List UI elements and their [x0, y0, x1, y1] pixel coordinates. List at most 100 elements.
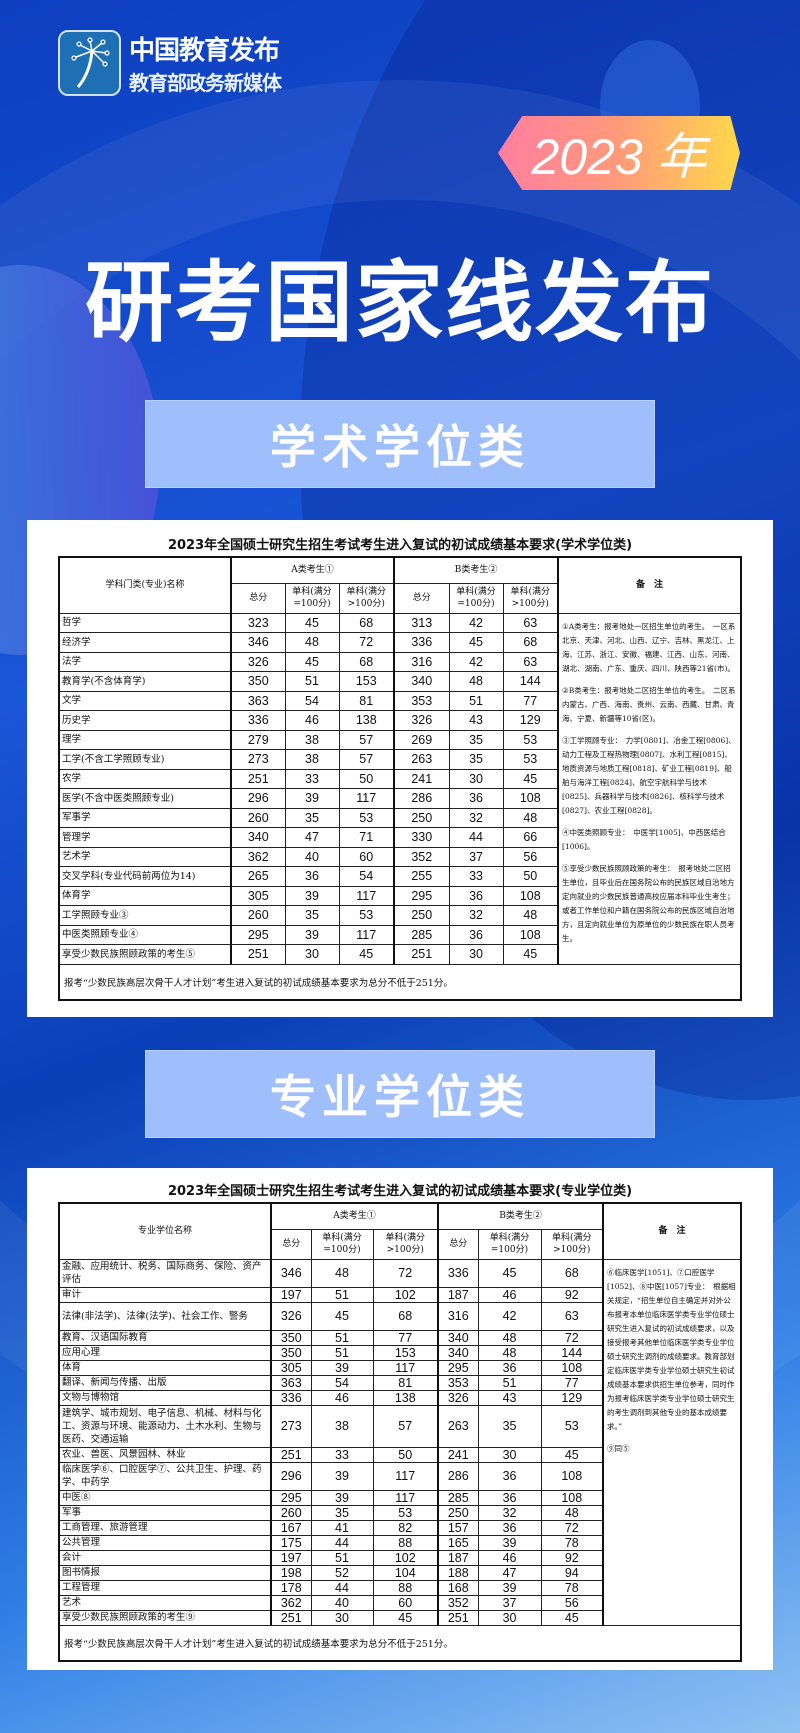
- notes-cell: ①A类考生：报考地处一区招生单位的考生。 一区系北京、天津、河北、山西、辽宁、吉…: [557, 612, 742, 965]
- score-cell: 326: [230, 651, 286, 672]
- score-cell: 326: [437, 1389, 479, 1406]
- row-name: 临床医学⑥、口腔医学⑦、公共卫生、护理、药学、中药学: [58, 1461, 272, 1491]
- note-item: ③工学照顾专业： 力学[0801]、冶金工程[0806]、动力工程及工程热物理[…: [562, 735, 736, 815]
- score-cell: 57: [372, 1404, 439, 1448]
- score-cell: 153: [372, 1344, 439, 1361]
- score-cell: 363: [230, 690, 286, 711]
- score-cell: 138: [372, 1389, 439, 1406]
- score-cell: 251: [230, 944, 286, 965]
- header-name: 学科门类(专业)名称: [58, 556, 232, 614]
- score-cell: 36: [448, 924, 504, 945]
- score-cell: 44: [310, 1579, 374, 1596]
- header-sgt100: 单科(满分>100分): [372, 1228, 439, 1260]
- score-cell: 295: [437, 1359, 479, 1376]
- row-name: 金融、应用统计、税务、国际商务、保险、资产评估: [58, 1258, 272, 1288]
- score-cell: 38: [284, 749, 340, 770]
- score-cell: 72: [540, 1329, 604, 1346]
- header-total: 总分: [230, 582, 286, 614]
- score-cell: 36: [448, 885, 504, 906]
- dandelion-logo-icon: [58, 30, 121, 96]
- score-cell: 51: [310, 1549, 374, 1566]
- row-name: 中医⑧: [58, 1489, 272, 1506]
- score-cell: 316: [393, 651, 450, 672]
- score-cell: 336: [437, 1258, 479, 1288]
- table-row: 享受少数民族照顾政策的考生⑨ 251 30 45 251 30 45: [58, 1609, 741, 1626]
- score-cell: 45: [338, 944, 395, 965]
- year-text: 2023 年: [531, 129, 707, 185]
- score-cell: 255: [393, 866, 450, 887]
- table-row: 翻译、新闻与传播、出版 363 54 81 353 51 77: [58, 1374, 741, 1391]
- score-cell: 45: [284, 612, 340, 633]
- score-cell: 353: [437, 1374, 479, 1391]
- row-name: 享受少数民族照顾政策的考生⑨: [58, 1609, 272, 1626]
- section-academic: 学术学位类: [145, 400, 655, 488]
- score-cell: 45: [448, 632, 504, 653]
- score-cell: 51: [310, 1286, 374, 1303]
- score-cell: 30: [310, 1609, 374, 1626]
- score-cell: 340: [393, 671, 450, 692]
- logo-subtitle: 教育部政务新媒体: [129, 71, 282, 95]
- score-cell: 78: [540, 1534, 604, 1551]
- score-cell: 77: [372, 1329, 439, 1346]
- note-item: ②B类考生：报考地处二区招生单位的考生。 二区系内蒙古、广西、海南、贵州、云南、…: [562, 685, 736, 723]
- table-row: 哲学 323 45 68 313 42 63 ①A类考生：报考地处一区招生单位的考生。 一区系…: [58, 612, 742, 965]
- row-name: 审计: [58, 1286, 272, 1303]
- score-cell: 350: [270, 1344, 312, 1361]
- score-cell: 36: [477, 1489, 542, 1506]
- score-cell: 175: [270, 1534, 312, 1551]
- score-cell: 251: [437, 1609, 479, 1626]
- score-cell: 279: [230, 729, 286, 750]
- score-cell: 117: [372, 1489, 439, 1506]
- score-cell: 340: [230, 827, 286, 848]
- score-cell: 44: [310, 1534, 374, 1551]
- score-cell: 108: [540, 1359, 604, 1376]
- score-cell: 363: [270, 1374, 312, 1391]
- score-cell: 41: [310, 1519, 374, 1536]
- score-cell: 362: [230, 846, 286, 867]
- score-cell: 48: [310, 1258, 374, 1288]
- header-s100: 单科(满分=100分): [448, 582, 504, 614]
- score-cell: 81: [338, 690, 395, 711]
- score-cell: 45: [310, 1301, 374, 1331]
- score-cell: 323: [230, 612, 286, 633]
- table-row: 文物与博物馆 336 46 138 326 43 129: [58, 1389, 741, 1406]
- score-cell: 53: [502, 749, 559, 770]
- score-cell: 46: [477, 1549, 542, 1566]
- score-cell: 54: [284, 690, 340, 711]
- score-cell: 286: [437, 1461, 479, 1491]
- score-cell: 117: [372, 1359, 439, 1376]
- score-cell: 45: [284, 651, 340, 672]
- score-cell: 39: [477, 1579, 542, 1596]
- row-name: 历史学: [58, 710, 232, 731]
- score-cell: 188: [437, 1564, 479, 1581]
- score-cell: 68: [338, 651, 395, 672]
- score-cell: 82: [372, 1519, 439, 1536]
- score-cell: 33: [284, 768, 340, 789]
- row-name: 会计: [58, 1549, 272, 1566]
- score-cell: 57: [338, 749, 395, 770]
- header-s100: 单科(满分=100分): [477, 1228, 542, 1260]
- score-cell: 39: [310, 1461, 374, 1491]
- score-cell: 296: [270, 1461, 312, 1491]
- score-cell: 42: [477, 1301, 542, 1331]
- score-cell: 68: [502, 632, 559, 653]
- row-name: 体育: [58, 1359, 272, 1376]
- table-row: 艺术 362 40 60 352 37 56: [58, 1594, 741, 1611]
- score-cell: 178: [270, 1579, 312, 1596]
- table-row: 中医⑧ 295 39 117 285 36 108: [58, 1489, 741, 1506]
- table-row: 金融、应用统计、税务、国际商务、保险、资产评估 346 48 72 336 45 68 ⑥临床…: [58, 1258, 742, 1626]
- score-cell: 37: [448, 846, 504, 867]
- table-row: 经济学 346 48 72 336 45 68: [58, 632, 741, 653]
- score-cell: 92: [540, 1549, 604, 1566]
- score-cell: 336: [393, 632, 450, 653]
- score-cell: 250: [437, 1504, 479, 1521]
- score-cell: 108: [502, 885, 559, 906]
- table-footnote: 报考“少数民族高层次骨干人才计划”考生进入复试的初试成绩基本要求为总分不低于25…: [58, 1624, 742, 1662]
- score-cell: 48: [502, 807, 559, 828]
- score-cell: 241: [437, 1446, 479, 1463]
- score-cell: 92: [540, 1286, 604, 1303]
- score-cell: 30: [448, 768, 504, 789]
- note-item: ⑨同⑤: [607, 1443, 630, 1453]
- score-cell: 108: [540, 1489, 604, 1506]
- table-row: 工学照顾专业③ 260 35 53 250 32 48: [58, 905, 741, 926]
